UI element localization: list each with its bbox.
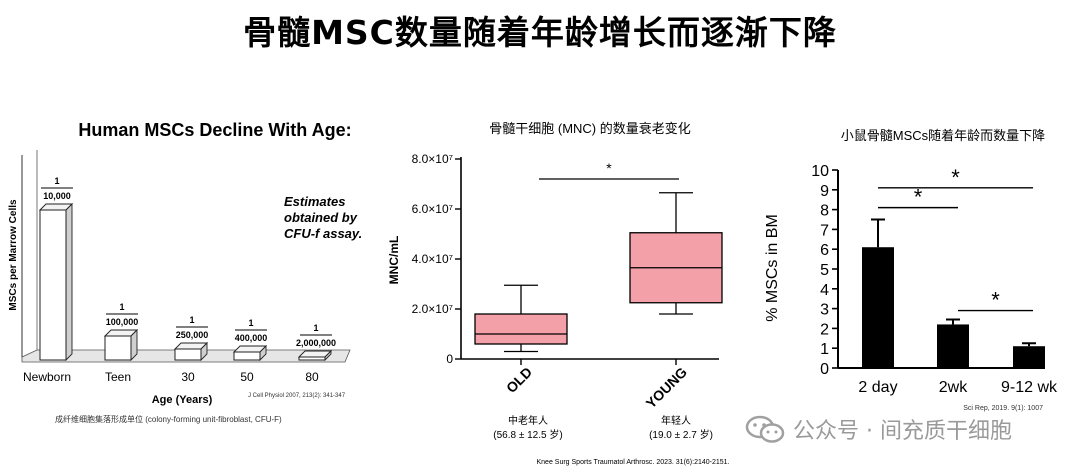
chart1-bar-label-num: 1	[54, 176, 59, 186]
chart2-young-age: (19.0 ± 2.7 岁)	[649, 428, 713, 441]
chart1-source: J Cell Physiol 2007, 213(2): 341-347	[248, 393, 346, 399]
chart1-annotation-line: obtained by	[284, 210, 358, 225]
chart3-category-label: 9-12 wk	[1001, 379, 1058, 396]
chart1-bar-label-num: 1	[189, 315, 194, 325]
chart3-y-tick-label: 10	[811, 163, 829, 180]
chart3-y-tick-label: 3	[820, 302, 829, 319]
chart3-category-label: 2 day	[858, 379, 897, 396]
chart2-y-tick-label: 2.0×10⁷	[412, 302, 453, 316]
chart1-bar-side	[65, 202, 73, 362]
chart1-bar-side	[130, 328, 138, 362]
chart3-y-tick-label: 0	[820, 361, 829, 378]
chart3-y-tick-label: 5	[820, 262, 829, 279]
chart3-y-tick-label: 6	[820, 242, 829, 259]
chart2-old-age: (56.8 ± 12.5 岁)	[493, 428, 562, 441]
page-title: 骨髓MSC数量随着年龄增长而逐渐下降	[243, 13, 837, 52]
watermark: 公众号 · 间充质干细胞	[745, 413, 1012, 445]
chart1-category-label: 80	[305, 370, 319, 384]
chart3-y-label: % MSCs in BM	[764, 214, 781, 322]
chart1-category-label: 30	[181, 370, 195, 384]
chart3-significance-label: *	[991, 288, 1000, 313]
chart3-significance-label: *	[951, 165, 960, 190]
chart2-young-note: 年轻人	[661, 414, 691, 427]
chart2-significance-label: *	[606, 160, 612, 176]
chart3-y-tick-label: 2	[820, 321, 829, 338]
chart1-annotation-line: CFU-f assay.	[284, 226, 362, 241]
chart2-y-label: MNC/mL	[387, 236, 401, 285]
chart1-category-label: 50	[240, 370, 254, 384]
watermark-text: 公众号 · 间充质干细胞	[793, 419, 1012, 444]
chart3-y-tick-label: 8	[820, 203, 829, 220]
chart1-title: Human MSCs Decline With Age:	[78, 120, 351, 140]
chart2-category-label: OLD	[503, 364, 535, 396]
chart1-bar-label-den: 2,000,000	[296, 338, 336, 348]
chart3-bar	[937, 324, 969, 368]
chart1-bar-label-num: 1	[313, 323, 318, 333]
chart2-y-tick-label: 6.0×10⁷	[412, 202, 453, 216]
chart3-title: 小鼠骨髓MSCs随着年龄而数量下降	[841, 128, 1045, 143]
chart1-bar	[39, 209, 67, 361]
chart3-bar	[1013, 346, 1045, 368]
chart3-bar	[862, 247, 894, 368]
chart1-bar-label-den: 400,000	[235, 333, 268, 343]
chart2-source: Knee Surg Sports Traumatol Arthrosc. 202…	[536, 459, 729, 466]
chart1-category-label: Teen	[105, 370, 131, 384]
chart2-title: 骨髓干细胞 (MNC) 的数量衰老变化	[489, 121, 691, 136]
chart3-y-tick-label: 4	[820, 282, 829, 299]
chart1-bar-label-den: 10,000	[43, 191, 71, 201]
chart1-annotation-line: Estimates	[284, 194, 345, 209]
chart1-bar-label-den: 250,000	[176, 330, 209, 340]
chart2-y-tick-label: 4.0×10⁷	[412, 252, 453, 266]
chart1-bar	[174, 348, 202, 361]
chart2-y-tick-label: 8.0×10⁷	[412, 152, 453, 166]
chart1-caption: 成纤维细胞集落形成单位 (colony-forming unit-fibrobl…	[55, 414, 282, 424]
chart1-bar-label-num: 1	[248, 318, 253, 328]
chart3-y-tick-label: 9	[820, 183, 829, 200]
chart1-bar	[233, 351, 261, 361]
chart2-y-tick-label: 0	[446, 352, 453, 366]
chart3-source: Sci Rep, 2019. 9(1): 1007	[963, 405, 1043, 412]
chart1-bar-label-den: 100,000	[106, 317, 139, 327]
chart3-y-tick-label: 7	[820, 222, 829, 239]
chart2-category-label: YOUNG	[643, 364, 691, 412]
chart1-bar	[298, 356, 326, 361]
chart3-category-label: 2wk	[939, 379, 968, 396]
wechat-icon	[745, 415, 785, 443]
chart2-old-note: 中老年人	[508, 414, 548, 427]
chart1-y-label: MSCs per Marrow Cells	[8, 199, 19, 311]
chart1-x-label: Age (Years)	[152, 394, 213, 406]
chart1-bar-label-num: 1	[119, 302, 124, 312]
chart1-bar	[104, 335, 132, 361]
chart3-y-tick-label: 1	[820, 341, 829, 358]
chart1-category-label: Newborn	[23, 370, 71, 384]
chart3-significance-label: *	[914, 185, 923, 210]
chart2-box	[474, 313, 568, 345]
